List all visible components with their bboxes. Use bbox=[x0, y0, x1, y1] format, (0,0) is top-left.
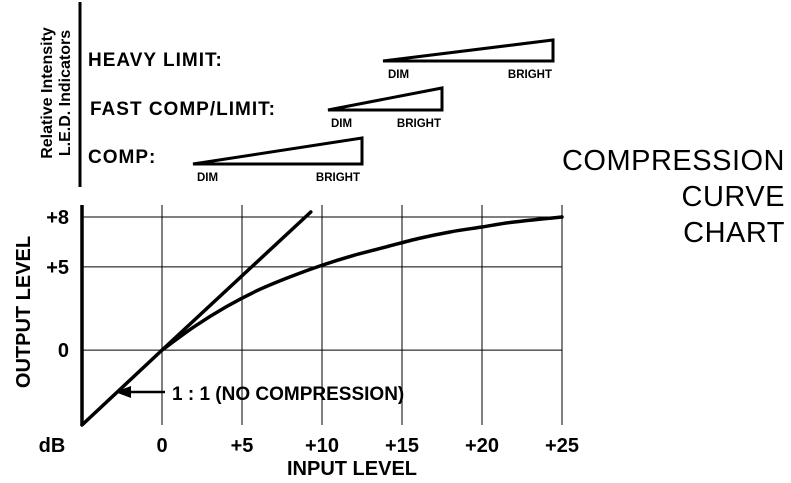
heavy-limit-dim-label: DIM bbox=[388, 69, 409, 81]
x-tick-label: 0 bbox=[156, 435, 167, 457]
comp-intensity-wedge bbox=[192, 136, 364, 166]
title-line-1: COMPRESSION bbox=[561, 145, 785, 177]
title-line-3: CHART bbox=[683, 217, 785, 249]
y-tick-label: +5 bbox=[46, 257, 69, 279]
heavy-limit-bright-label: BRIGHT bbox=[508, 69, 552, 81]
comp-dim-label: DIM bbox=[197, 172, 218, 184]
led-panel: Relative Intensity L.E.D. Indicators HEA… bbox=[39, 2, 555, 187]
fast-comp-limit-intensity-wedge bbox=[327, 86, 444, 112]
compression-curve bbox=[160, 215, 564, 352]
unit-label: dB bbox=[39, 435, 66, 457]
fast-comp-limit-dim-label: DIM bbox=[331, 118, 352, 130]
x-tick-labels: 0 +5 +10 +15 +20 +25 bbox=[156, 435, 579, 457]
x-tick-label: +25 bbox=[545, 435, 579, 457]
y-tick-label: 0 bbox=[58, 340, 69, 362]
fast-comp-limit-bright-label: BRIGHT bbox=[397, 118, 441, 130]
heavy-limit-label: HEAVY LIMIT: bbox=[88, 50, 223, 71]
x-tick-label: +20 bbox=[465, 435, 499, 457]
heavy-limit-intensity-wedge bbox=[382, 38, 555, 63]
x-tick-label: +5 bbox=[231, 435, 254, 457]
y-tick-label: +8 bbox=[46, 207, 69, 229]
y-tick-labels: 0 +5 +8 bbox=[46, 207, 69, 362]
comp-bright-label: BRIGHT bbox=[316, 172, 360, 184]
led-heading-line-2: L.E.D. Indicators bbox=[57, 30, 74, 156]
title-line-2: CURVE bbox=[681, 181, 785, 213]
x-tick-label: +10 bbox=[305, 435, 339, 457]
x-tick-label: +15 bbox=[385, 435, 419, 457]
annotation-arrowhead bbox=[115, 386, 131, 398]
chart: 0 +5 +10 +15 +20 +25 0 +5 +8 dB INPUT LEVEL OUT… bbox=[13, 205, 579, 480]
one-to-one-annotation: 1 : 1 (NO COMPRESSION) bbox=[115, 384, 404, 405]
series-group bbox=[80, 210, 564, 427]
annotation-text: 1 : 1 (NO COMPRESSION) bbox=[172, 384, 404, 405]
comp-label: COMP: bbox=[88, 147, 156, 168]
y-axis-label: OUTPUT LEVEL bbox=[13, 236, 35, 388]
led-heading-line-1: Relative Intensity bbox=[39, 27, 56, 159]
fast-comp-limit-label: FAST COMP/LIMIT: bbox=[90, 99, 276, 120]
x-axis-label: INPUT LEVEL bbox=[287, 458, 417, 480]
